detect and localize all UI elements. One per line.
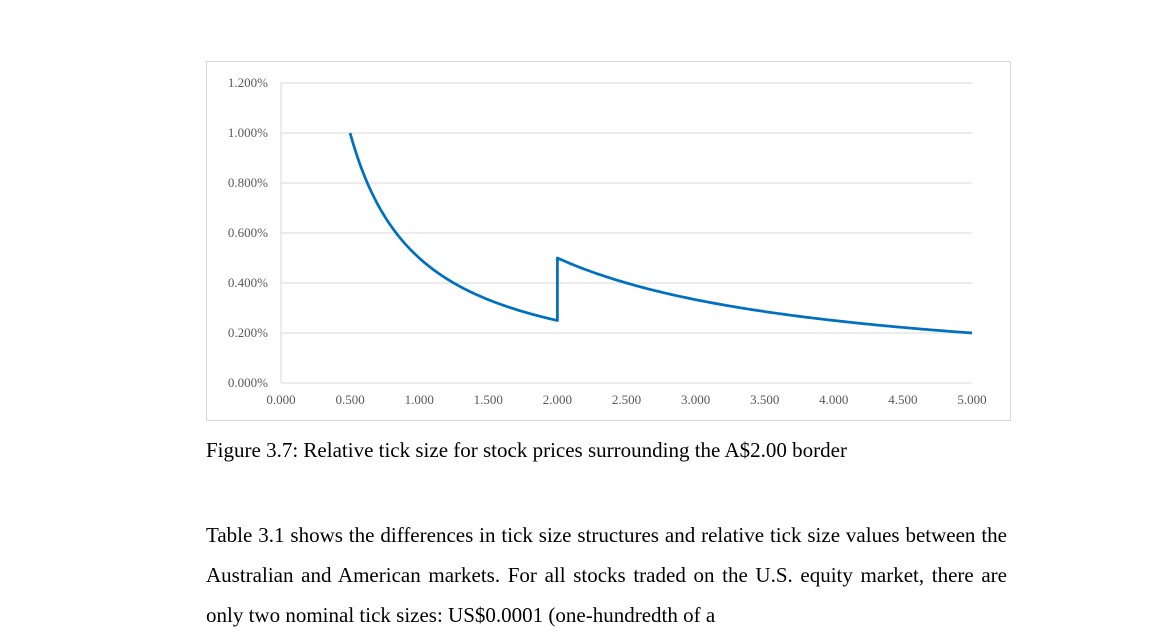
- relative-tick-size-chart: 0.000% 0.200% 0.400% 0.600% 0.800% 1.000% 1.20…: [228, 75, 987, 407]
- y-tick-label: 0.200%: [228, 325, 268, 340]
- x-tick-label: 0.500: [335, 392, 364, 407]
- figure-caption: Figure 3.7: Relative tick size for stock…: [206, 438, 847, 462]
- body-paragraph: Table 3.1 shows the differences in tick …: [206, 523, 1007, 627]
- x-tick-label: 4.500: [888, 392, 917, 407]
- x-tick-label: 0.000: [266, 392, 295, 407]
- x-tick-label: 4.000: [819, 392, 848, 407]
- x-tick-label: 2.500: [612, 392, 641, 407]
- y-tick-label: 0.800%: [228, 175, 268, 190]
- y-tick-label: 0.000%: [228, 375, 268, 390]
- chart-frame: 0.000% 0.200% 0.400% 0.600% 0.800% 1.000% 1.20…: [206, 61, 1011, 421]
- x-tick-label: 5.000: [957, 392, 986, 407]
- x-tick-label: 3.500: [750, 392, 779, 407]
- y-tick-label: 1.200%: [228, 75, 268, 90]
- x-tick-label: 1.000: [405, 392, 434, 407]
- x-tick-label: 3.000: [681, 392, 710, 407]
- y-tick-label: 0.600%: [228, 225, 268, 240]
- x-tick-label: 2.000: [543, 392, 572, 407]
- y-tick-label: 0.400%: [228, 275, 268, 290]
- y-tick-label: 1.000%: [228, 125, 268, 140]
- series-line: [348, 132, 973, 335]
- x-tick-label: 1.500: [474, 392, 503, 407]
